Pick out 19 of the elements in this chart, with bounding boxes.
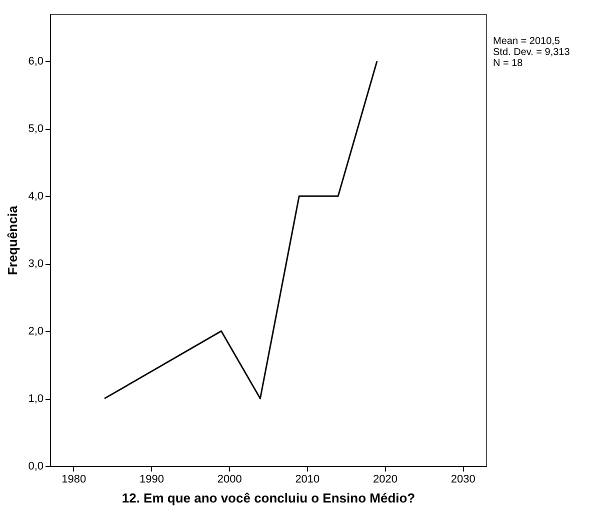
y-tick-label: 1,0 <box>28 393 44 406</box>
text: Std. Dev. = 9,313 <box>493 47 570 58</box>
x-axis-title: 12. Em que ano você concluiu o Ensino Médio? <box>122 490 416 506</box>
y-axis-title: Frequência <box>5 205 20 276</box>
x-tick-label: 2010 <box>295 474 320 486</box>
x-tick-label: 1980 <box>62 474 86 486</box>
x-tick-label: 2000 <box>217 474 242 486</box>
y-tick-label: 4,0 <box>28 190 44 203</box>
x-tick-label: 2030 <box>450 474 476 486</box>
x-tick-label: 1990 <box>139 474 164 486</box>
y-tick-label: 2,0 <box>28 326 44 338</box>
x-tick-label: 2020 <box>373 474 398 486</box>
y-tick-label: 0,0 <box>28 460 44 472</box>
y-tick-label: 6,0 <box>28 56 44 68</box>
text: N = 18 <box>493 58 524 69</box>
line-series <box>104 60 378 400</box>
text: Mean = 2010,5 <box>493 36 560 47</box>
y-tick-label: 5,0 <box>28 123 44 136</box>
y-tick-label: 3,0 <box>28 258 44 270</box>
